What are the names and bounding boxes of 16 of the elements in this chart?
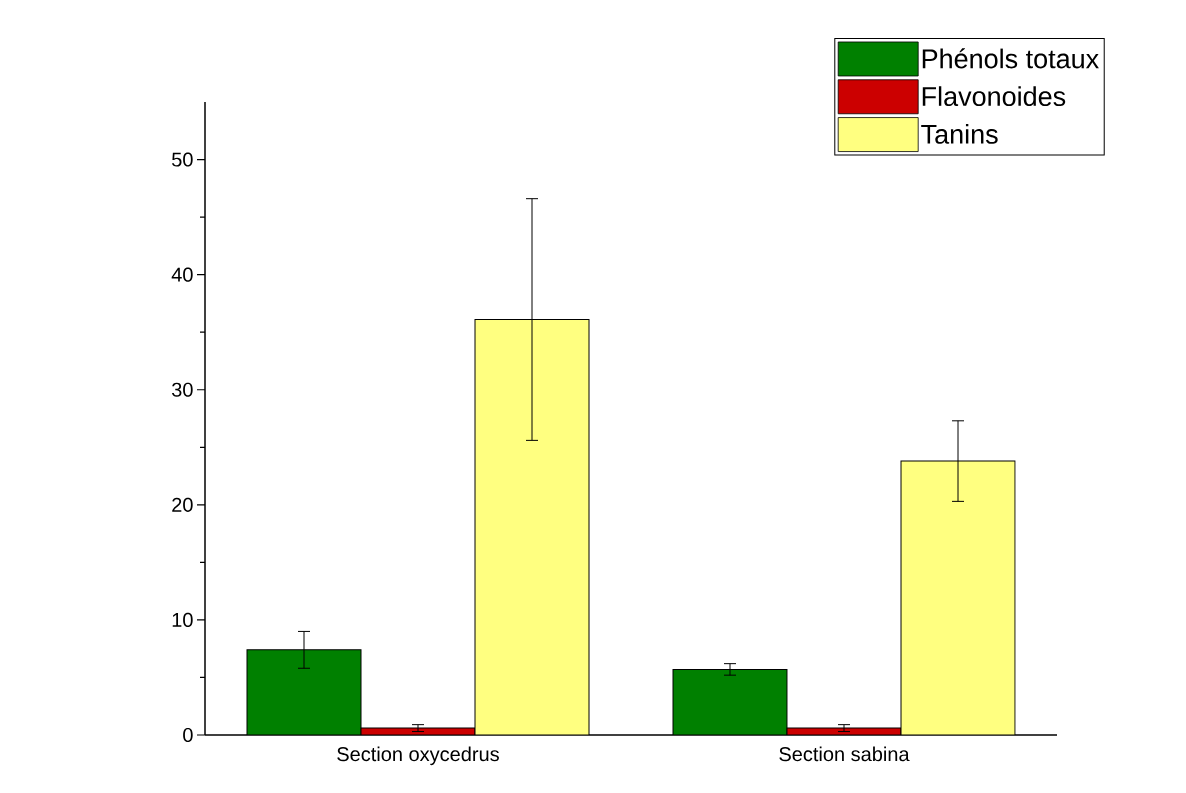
bar: [474, 319, 590, 735]
y-tick-label: 0: [183, 727, 193, 743]
bar: [786, 727, 902, 735]
bar: [672, 668, 788, 735]
y-tick-label: 30: [171, 382, 193, 397]
x-tick-label: Section oxycedrus: [337, 746, 499, 766]
legend-label: Tanins: [921, 124, 998, 144]
x-tick-label: Section sabina: [779, 746, 910, 762]
bar: [246, 649, 362, 735]
y-tick-label: 20: [172, 497, 193, 512]
legend-label: Flavonoides: [922, 86, 1066, 107]
legend-label: Phénols totaux: [922, 48, 1099, 69]
bar: [900, 460, 1016, 735]
y-tick-label: 10: [172, 612, 193, 627]
y-tick-label: 40: [171, 267, 193, 282]
y-tick-label: 50: [172, 152, 193, 167]
